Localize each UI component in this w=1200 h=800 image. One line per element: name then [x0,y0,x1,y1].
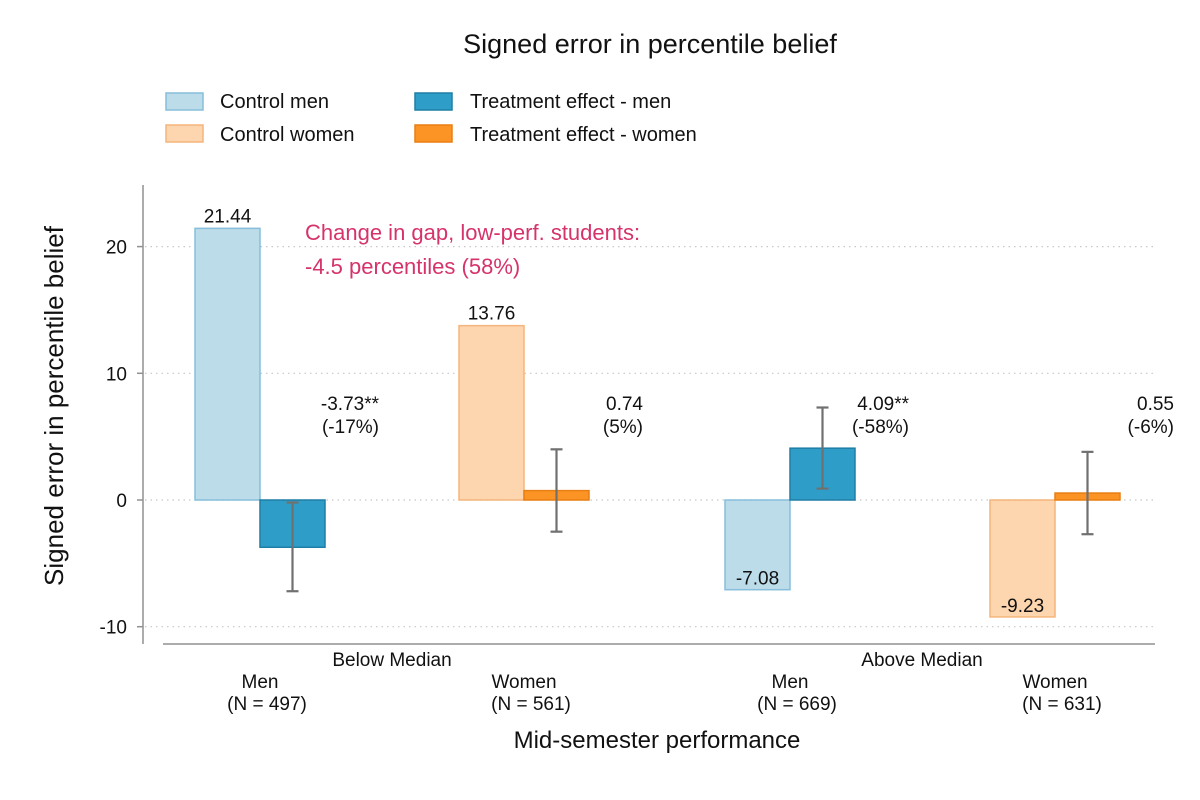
y-tick-label-20: 20 [106,238,127,259]
legend-label-treatment-men: Treatment effect - men [470,91,671,113]
x-tick-n-label-0-1: (N = 561) [491,694,571,715]
x-tick-label-1-1: Women [1022,672,1087,693]
y-tick-label-10: 10 [106,364,127,385]
control-value-label-0-1: 13.76 [468,304,516,325]
legend-swatch-treatment-men [414,92,453,111]
legend-label-treatment-women: Treatment effect - women [470,124,697,146]
x-tick-n-label-1-1: (N = 631) [1022,694,1102,715]
chart-title: Signed error in percentile belief [463,29,837,59]
annotation-line-1: Change in gap, low-perf. students: [305,220,640,245]
x-tick-label-0-0: Men [242,672,279,693]
legend-swatch-treatment-women [414,124,453,143]
y-tick-label--10: -10 [100,618,127,639]
x-tick-n-label-0-0: (N = 497) [227,694,307,715]
control-value-label-1-0: -7.08 [736,569,779,590]
treatment-pct-label-1-1: (-6%) [1128,417,1174,438]
bars [194,227,1121,618]
axes: -10 0 10 20 [100,185,1155,645]
annotation-line-2: -4.5 percentiles (58%) [305,254,520,279]
treatment-value-label-0-0: -3.73** [321,394,380,415]
treatment-pct-label-1-0: (-58%) [852,417,909,438]
treatment-pct-label-0-0: (-17%) [322,417,379,438]
treatment-value-label-1-1: 0.55 [1137,394,1174,415]
x-tick-label-0-1: Women [491,672,556,693]
x-axis-title: Mid-semester performance [514,727,801,754]
bar-control-1-1 [989,499,1056,618]
legend-swatch-control-women [165,124,204,143]
treatment-pct-label-0-1: (5%) [603,417,643,438]
annotation: Change in gap, low-perf. students: -4.5 … [305,220,640,279]
bar-control-1-0 [724,499,791,591]
y-axis-title: Signed error in percentile belief [39,225,69,586]
bar-control-0-1 [458,324,525,501]
group-label-0: Below Median [332,650,451,671]
y-tick-label-0: 0 [116,491,127,512]
legend-label-control-women: Control women [220,124,355,146]
legend-swatch-control-men [165,92,204,111]
control-value-label-0-0: 21.44 [204,206,252,227]
gridlines [145,246,1155,628]
treatment-value-label-1-0: 4.09** [857,394,909,415]
control-value-label-1-1: -9.23 [1001,596,1044,617]
legend: Control men Treatment effect - men Contr… [165,91,697,146]
x-tick-label-1-0: Men [772,672,809,693]
x-tick-n-label-1-0: (N = 669) [757,694,837,715]
bar-control-0-0 [194,227,261,501]
treatment-value-label-0-1: 0.74 [606,394,643,415]
group-label-1: Above Median [861,650,982,671]
legend-label-control-men: Control men [220,91,329,113]
